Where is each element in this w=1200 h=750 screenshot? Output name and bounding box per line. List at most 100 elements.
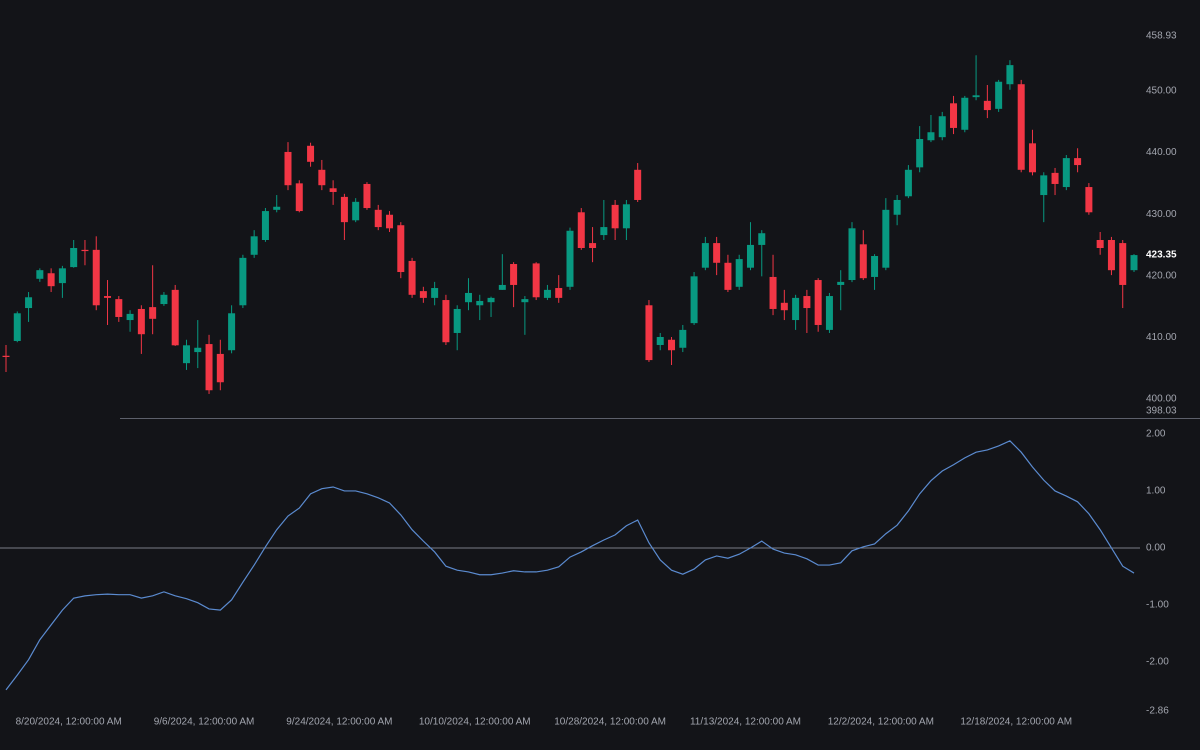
y-tick-label: 400.00 xyxy=(1146,394,1177,405)
candle-body xyxy=(1074,158,1082,166)
candle-body xyxy=(938,116,946,138)
candle-body xyxy=(13,313,21,341)
candle-body xyxy=(1051,172,1059,184)
candle-body xyxy=(927,132,935,141)
candle-body xyxy=(1119,243,1127,285)
candle-body xyxy=(961,97,969,130)
candle-body xyxy=(769,276,777,309)
x-tick-label: 8/20/2024, 12:00:00 AM xyxy=(16,717,122,728)
candle-body xyxy=(859,244,867,279)
candle-body xyxy=(273,206,281,210)
candle-body xyxy=(70,248,78,268)
candle-body xyxy=(2,355,10,357)
candle-body xyxy=(724,262,732,290)
candle-body xyxy=(577,212,585,249)
y-tick-label: 2.00 xyxy=(1146,429,1166,440)
candle-body xyxy=(329,188,337,192)
y-tick-label: 430.00 xyxy=(1146,209,1177,220)
candle-body xyxy=(1028,143,1036,173)
candle-body xyxy=(498,284,506,290)
candle-body xyxy=(837,281,845,285)
candle-body xyxy=(543,289,551,298)
candle-body xyxy=(972,95,980,98)
y-tick-label: 0.00 xyxy=(1146,543,1166,554)
candle-body xyxy=(792,297,800,321)
x-tick-label: 12/2/2024, 12:00:00 AM xyxy=(828,717,934,728)
candle-body xyxy=(295,183,303,212)
y-tick-label: -2.00 xyxy=(1146,657,1169,668)
candle-body xyxy=(374,209,382,228)
last-price-label: 423.35 xyxy=(1146,250,1177,261)
candle-body xyxy=(882,209,890,268)
candle-body xyxy=(81,249,89,252)
candle-body xyxy=(363,183,371,209)
candle-body xyxy=(1062,158,1070,188)
candle-body xyxy=(160,294,168,305)
candle-body xyxy=(735,259,743,287)
candle-body xyxy=(1130,255,1138,271)
x-tick-label: 10/10/2024, 12:00:00 AM xyxy=(419,717,531,728)
y-tick-label: 410.00 xyxy=(1146,332,1177,343)
candle-body xyxy=(307,145,315,162)
candle-body xyxy=(352,201,360,221)
candle-body xyxy=(205,344,213,391)
candle-body xyxy=(566,230,574,287)
y-tick-label: 458.93 xyxy=(1146,31,1177,42)
candle-body xyxy=(239,257,247,306)
candle-body xyxy=(679,329,687,348)
candle-body xyxy=(36,270,44,279)
candle-body xyxy=(645,305,653,361)
candle-body xyxy=(419,291,427,298)
candle-body xyxy=(668,339,676,351)
candle-body xyxy=(893,199,901,215)
candle-body xyxy=(487,297,495,303)
candle-body xyxy=(634,169,642,200)
candle-body xyxy=(47,273,55,287)
candle-body xyxy=(1040,175,1048,196)
candle-body xyxy=(622,204,630,229)
candle-body xyxy=(216,353,224,383)
candle-body xyxy=(713,243,721,263)
y-tick-label: -2.86 xyxy=(1146,706,1169,717)
candle-body xyxy=(780,302,788,311)
candle-body xyxy=(1017,84,1025,170)
candle-body xyxy=(656,336,664,345)
candle-body xyxy=(803,296,811,309)
candle-body xyxy=(408,260,416,295)
candle-body xyxy=(589,243,597,249)
candle-body xyxy=(464,292,472,303)
candle-body xyxy=(848,228,856,281)
candle-body xyxy=(904,169,912,197)
y-tick-label: -1.00 xyxy=(1146,600,1169,611)
candle-body xyxy=(250,236,258,255)
candle-body xyxy=(611,204,619,229)
candle-body xyxy=(431,288,439,298)
candle-body xyxy=(137,308,145,335)
x-tick-label: 10/28/2024, 12:00:00 AM xyxy=(554,717,666,728)
candle-body xyxy=(746,244,754,268)
candle-body xyxy=(171,289,179,346)
candle-body xyxy=(555,288,563,298)
candle-body xyxy=(916,139,924,168)
candle-body xyxy=(701,243,709,268)
candle-body xyxy=(149,307,157,319)
candle-body xyxy=(397,225,405,273)
candle-body xyxy=(228,313,236,351)
x-tick-label: 9/24/2024, 12:00:00 AM xyxy=(286,717,392,728)
y-tick-label: 420.00 xyxy=(1146,270,1177,281)
candle-body xyxy=(92,249,100,306)
candle-body xyxy=(25,297,33,309)
candle-body xyxy=(814,280,822,325)
candle-body xyxy=(58,268,66,284)
y-tick-label: 398.03 xyxy=(1146,406,1177,417)
candle-body xyxy=(995,81,1003,109)
candle-body xyxy=(1107,240,1115,271)
candle-body xyxy=(1096,240,1104,249)
candle-body xyxy=(182,345,190,364)
candle-body xyxy=(950,103,958,128)
candle-body xyxy=(1006,65,1014,85)
candle-body xyxy=(318,169,326,186)
